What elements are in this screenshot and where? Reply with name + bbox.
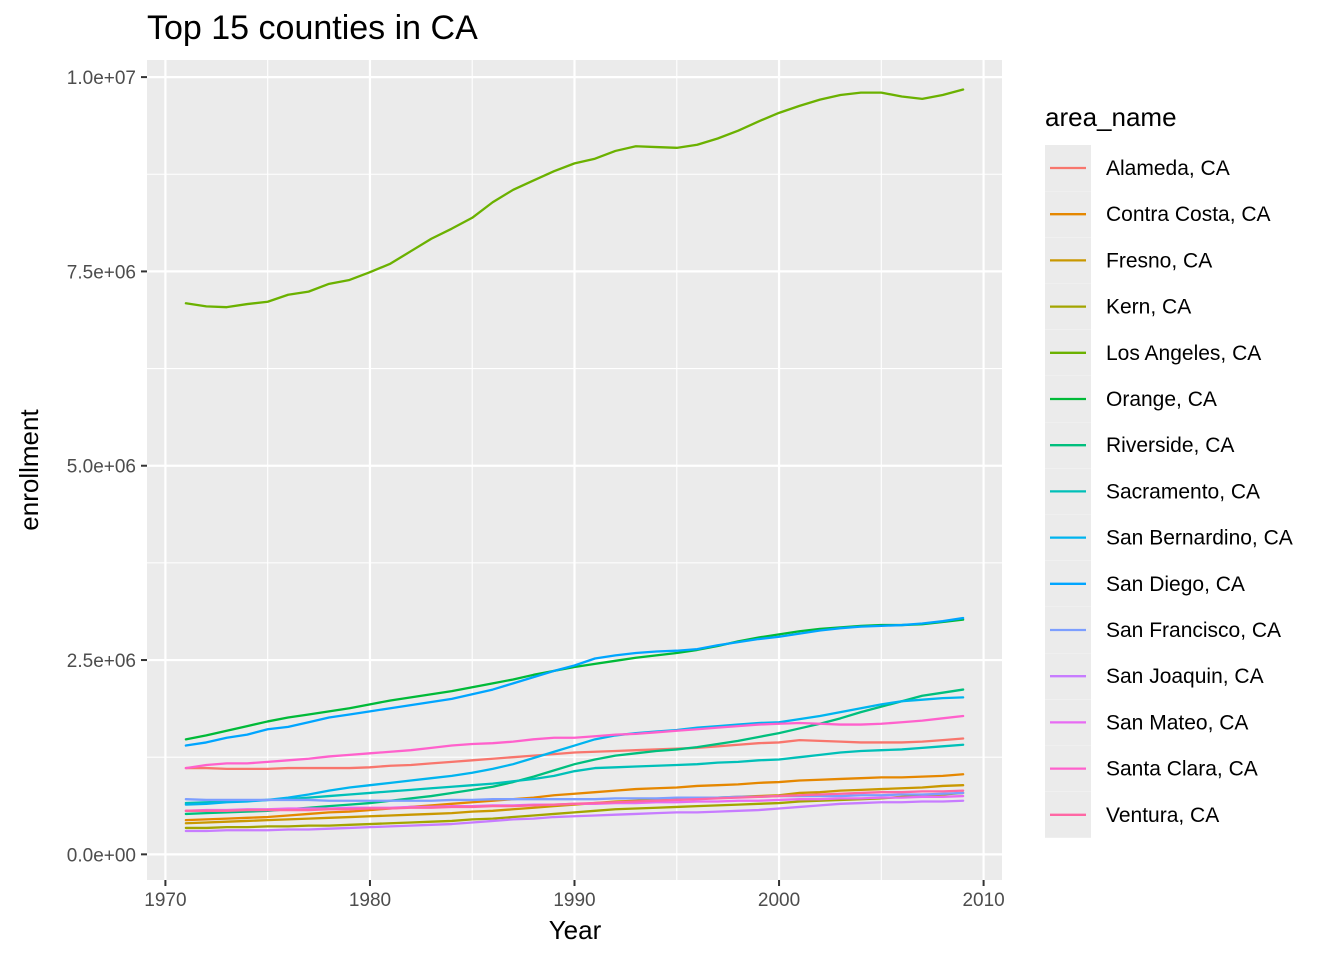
x-axis-title: Year — [549, 915, 602, 945]
series-line — [184, 616, 965, 747]
x-tick-label: 2000 — [758, 890, 800, 911]
series-line — [184, 773, 965, 822]
legend: area_name Alameda, CA Contra Costa, CA Fre… — [1045, 102, 1293, 838]
legend-title: area_name — [1045, 102, 1177, 132]
series-line — [184, 688, 965, 816]
chart-title: Top 15 counties in CA — [147, 9, 478, 47]
y-tick-label: 2.5e+06 — [67, 651, 136, 672]
series-lines — [184, 88, 965, 833]
y-axis-title: enrollment — [14, 409, 44, 531]
series-line — [184, 714, 965, 770]
legend-label: Kern, CA — [1106, 296, 1191, 319]
legend-label: San Mateo, CA — [1106, 711, 1248, 734]
y-axis: 0.0e+00 2.5e+06 5.0e+06 7.5e+06 1.0e+07 — [67, 68, 147, 866]
legend-label: Los Angeles, CA — [1106, 342, 1261, 365]
grid-major — [147, 60, 1002, 880]
legend-label: San Francisco, CA — [1106, 619, 1281, 642]
series-line — [184, 799, 965, 833]
legend-label: San Diego, CA — [1106, 573, 1245, 596]
y-tick-label: 1.0e+07 — [67, 68, 136, 89]
x-tick-label: 1990 — [553, 890, 595, 911]
legend-label: Ventura, CA — [1106, 804, 1219, 827]
legend-label: San Joaquin, CA — [1106, 665, 1264, 688]
legend-label: Contra Costa, CA — [1106, 203, 1271, 226]
y-tick-label: 0.0e+00 — [67, 845, 136, 866]
series-line — [184, 791, 965, 830]
y-tick-label: 5.0e+06 — [67, 457, 136, 478]
legend-label: Alameda, CA — [1106, 157, 1230, 180]
y-tick-label: 7.5e+06 — [67, 262, 136, 283]
legend-label: San Bernardino, CA — [1106, 527, 1293, 550]
series-line — [184, 789, 965, 812]
x-tick-label: 2010 — [962, 890, 1004, 911]
legend-label: Sacramento, CA — [1106, 480, 1260, 503]
x-tick-label: 1980 — [349, 890, 391, 911]
series-line — [184, 737, 965, 770]
legend-label: Fresno, CA — [1106, 249, 1212, 272]
legend-label: Santa Clara, CA — [1106, 758, 1258, 781]
series-line — [184, 743, 965, 805]
x-axis: 1970 1980 1990 2000 2010 — [144, 880, 1005, 911]
series-line — [184, 696, 965, 806]
legend-items: Alameda, CA Contra Costa, CA Fresno, CA Ker… — [1045, 145, 1293, 838]
legend-label: Riverside, CA — [1106, 434, 1234, 457]
x-tick-label: 1970 — [144, 890, 186, 911]
legend-label: Orange, CA — [1106, 388, 1217, 411]
series-line — [184, 791, 965, 802]
series-line — [184, 88, 965, 309]
